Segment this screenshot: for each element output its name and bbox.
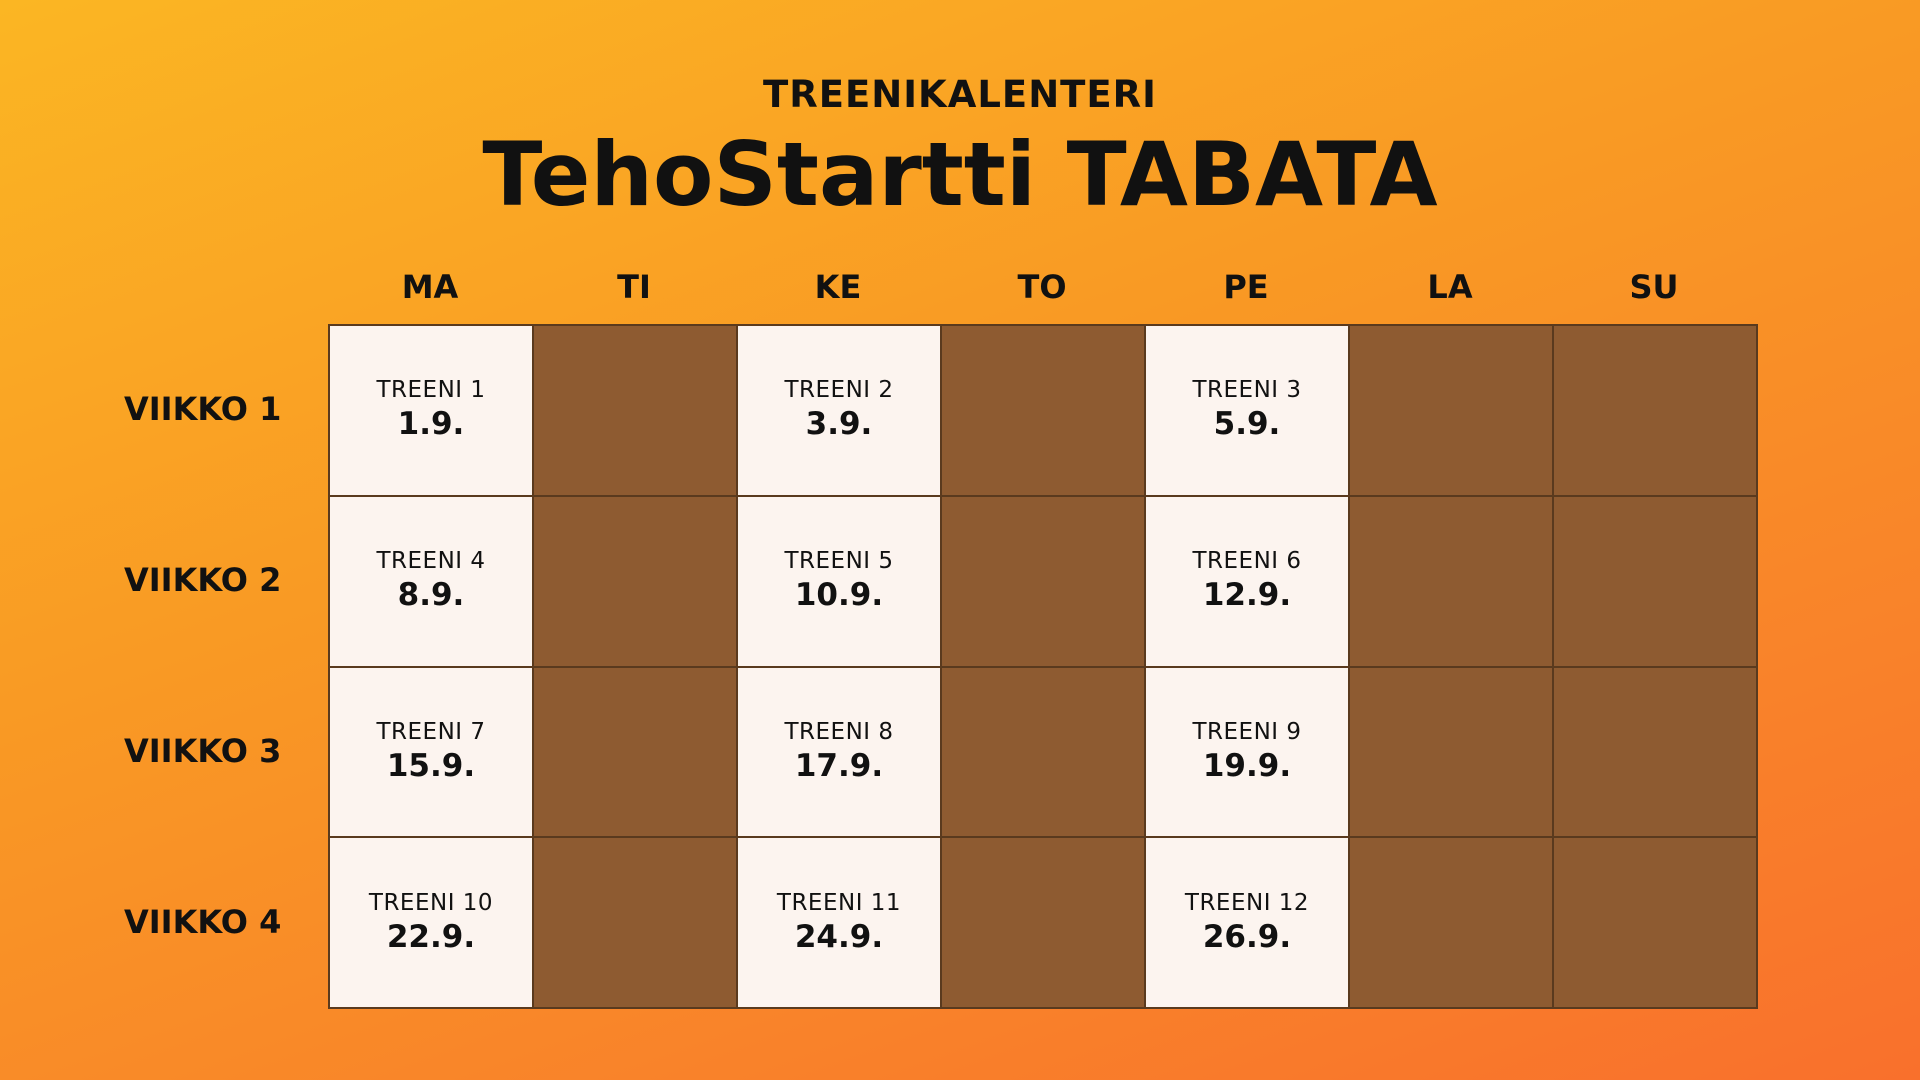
day-header-ti: TI xyxy=(617,268,651,306)
rest-cell-week1-la xyxy=(1349,325,1553,496)
workout-name: TREENI 4 xyxy=(376,548,486,575)
workout-name: TREENI 12 xyxy=(1184,889,1310,916)
workout-name: TREENI 6 xyxy=(1192,548,1302,575)
workout-name: TREENI 8 xyxy=(784,718,894,745)
calendar-title: TehoStartti TABATA xyxy=(482,123,1438,226)
rest-cell-week2-su xyxy=(1553,495,1757,667)
rest-cell-week3-su xyxy=(1553,666,1757,838)
workout-date: 17.9. xyxy=(794,747,884,784)
rest-cell-week3-la xyxy=(1349,666,1553,838)
workout-date: 12.9. xyxy=(1202,577,1292,614)
rest-cell-week1-su xyxy=(1553,325,1757,496)
workout-date: 3.9. xyxy=(805,406,873,443)
workout-cell-week2-ma: TREENI 4 8.9. xyxy=(329,495,533,667)
calendar-grid: TREENI 1 1.9. TREENI 2 3.9. TREENI 3 5.9. TREE… xyxy=(328,324,1758,1009)
workout-date: 1.9. xyxy=(397,406,465,443)
workout-name: TREENI 9 xyxy=(1192,718,1302,745)
week-label-2: VIIKKO 2 xyxy=(124,561,282,599)
day-header-to: TO xyxy=(1017,268,1067,306)
rest-cell-week4-to xyxy=(941,837,1145,1008)
rest-cell-week4-su xyxy=(1553,837,1757,1008)
day-header-ma: MA xyxy=(401,268,459,306)
calendar-subtitle: TREENIKALENTERI xyxy=(763,73,1157,116)
day-header-row: MA TI KE TO PE LA SU xyxy=(328,262,1756,312)
workout-cell-week4-ma: TREENI 10 22.9. xyxy=(329,837,533,1008)
rest-cell-week1-to xyxy=(941,325,1145,496)
workout-cell-week1-pe: TREENI 3 5.9. xyxy=(1145,325,1349,496)
rest-cell-week2-la xyxy=(1349,495,1553,667)
week-label-1: VIIKKO 1 xyxy=(124,390,282,428)
workout-date: 19.9. xyxy=(1202,747,1292,784)
rest-cell-week3-ti xyxy=(533,666,737,838)
workout-cell-week3-pe: TREENI 9 19.9. xyxy=(1145,666,1349,838)
workout-name: TREENI 1 xyxy=(376,377,486,404)
day-header-la: LA xyxy=(1427,268,1473,306)
rest-cell-week2-to xyxy=(941,495,1145,667)
workout-cell-week1-ma: TREENI 1 1.9. xyxy=(329,325,533,496)
rest-cell-week2-ti xyxy=(533,495,737,667)
workout-cell-week2-pe: TREENI 6 12.9. xyxy=(1145,495,1349,667)
week-label-4: VIIKKO 4 xyxy=(124,903,282,941)
workout-date: 5.9. xyxy=(1213,406,1281,443)
header: TREENIKALENTERI TehoStartti TABATA xyxy=(0,70,1920,230)
workout-date: 26.9. xyxy=(1202,918,1292,955)
rest-cell-week3-to xyxy=(941,666,1145,838)
week-label-3: VIIKKO 3 xyxy=(124,732,282,770)
workout-date: 8.9. xyxy=(397,577,465,614)
workout-cell-week4-ke: TREENI 11 24.9. xyxy=(737,837,941,1008)
day-header-ke: KE xyxy=(814,268,862,306)
workout-cell-week1-ke: TREENI 2 3.9. xyxy=(737,325,941,496)
workout-name: TREENI 10 xyxy=(368,889,494,916)
workout-date: 10.9. xyxy=(794,577,884,614)
workout-date: 24.9. xyxy=(794,918,884,955)
workout-date: 15.9. xyxy=(386,747,476,784)
workout-name: TREENI 7 xyxy=(376,718,486,745)
rest-cell-week4-la xyxy=(1349,837,1553,1008)
workout-cell-week3-ke: TREENI 8 17.9. xyxy=(737,666,941,838)
week-label-column: VIIKKO 1 VIIKKO 2 VIIKKO 3 VIIKKO 4 xyxy=(124,324,314,1008)
workout-cell-week3-ma: TREENI 7 15.9. xyxy=(329,666,533,838)
workout-name: TREENI 3 xyxy=(1192,377,1302,404)
workout-cell-week4-pe: TREENI 12 26.9. xyxy=(1145,837,1349,1008)
workout-cell-week2-ke: TREENI 5 10.9. xyxy=(737,495,941,667)
rest-cell-week4-ti xyxy=(533,837,737,1008)
day-header-pe: PE xyxy=(1223,268,1269,306)
rest-cell-week1-ti xyxy=(533,325,737,496)
day-header-su: SU xyxy=(1629,268,1679,306)
workout-name: TREENI 2 xyxy=(784,377,894,404)
workout-date: 22.9. xyxy=(386,918,476,955)
workout-name: TREENI 5 xyxy=(784,548,894,575)
workout-name: TREENI 11 xyxy=(776,889,902,916)
